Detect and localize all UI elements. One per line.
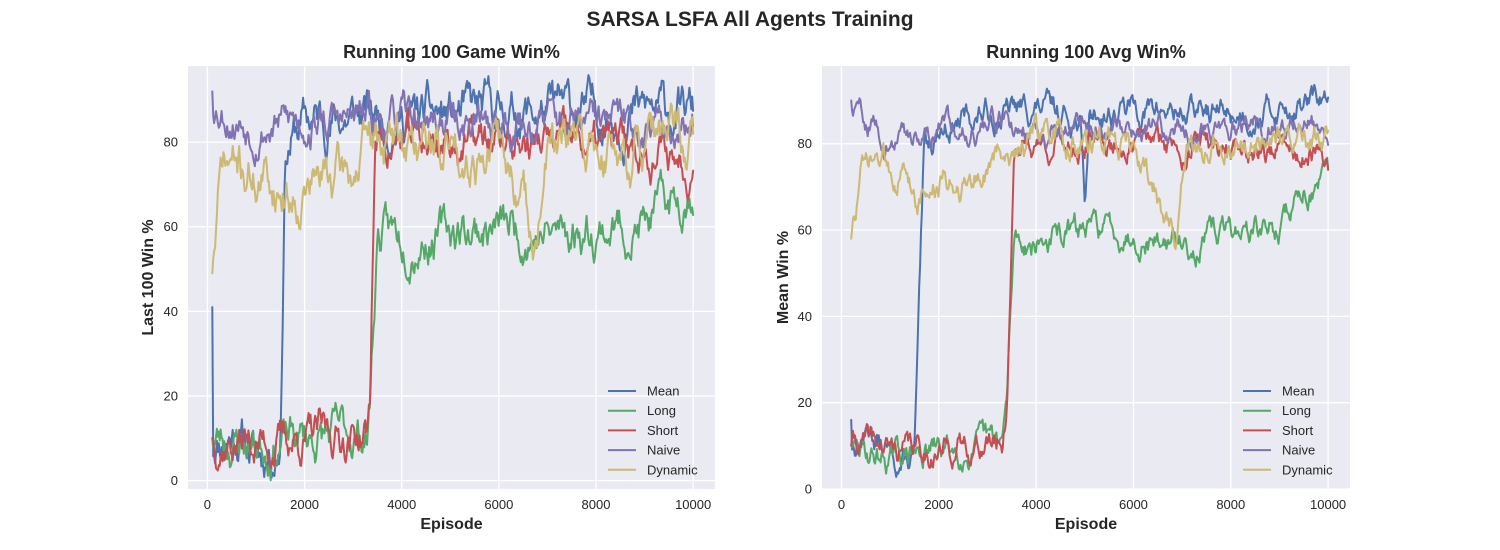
- right-x-tick-label: 6000: [1119, 497, 1148, 512]
- right-x-tick-label: 10000: [1310, 497, 1346, 512]
- left-x-ticks: 0 2000 4000 6000 8000 10000: [204, 497, 711, 512]
- left-legend-item: Naive: [608, 443, 680, 458]
- left-legend-label-naive: Naive: [647, 443, 680, 458]
- right-series-line-long: [850, 156, 1330, 475]
- right-legend-label-mean: Mean: [1282, 384, 1315, 399]
- right-legend-label-dynamic: Dynamic: [1282, 462, 1333, 477]
- figure-suptitle: SARSA LSFA All Agents Training: [586, 8, 913, 31]
- right-y-tick-label: 0: [805, 482, 812, 497]
- right-plot-panel: 0 2000 4000 6000 8000 10000 0 20 40 60 80 Mean Lon…: [775, 42, 1350, 533]
- right-x-tick-label: 4000: [1022, 497, 1051, 512]
- right-x-ticks: 0 2000 4000 6000 8000 10000: [838, 497, 1346, 512]
- left-legend-item: Long: [608, 403, 676, 418]
- left-chart-title: Running 100 Game Win%: [343, 42, 560, 62]
- left-legend-label-short: Short: [647, 423, 678, 438]
- right-x-axis-label: Episode: [1055, 516, 1117, 533]
- left-series-line-long: [211, 168, 695, 482]
- left-x-tick-label: 0: [204, 497, 211, 512]
- left-y-ticks: 0 20 40 60 80: [164, 135, 178, 488]
- left-y-axis-label: Last 100 Win %: [140, 219, 157, 335]
- right-legend-item: Mean: [1243, 384, 1315, 399]
- right-chart-title: Running 100 Avg Win%: [986, 42, 1186, 62]
- left-legend-item: Short: [608, 423, 678, 438]
- right-x-tick-label: 8000: [1216, 497, 1245, 512]
- right-legend-label-long: Long: [1282, 403, 1311, 418]
- left-y-tick-label: 40: [164, 304, 178, 319]
- left-legend-label-mean: Mean: [647, 384, 680, 399]
- right-legend-label-naive: Naive: [1282, 443, 1315, 458]
- right-legend-item: Long: [1243, 403, 1311, 418]
- left-series-group: [211, 74, 695, 482]
- left-series-line-short: [211, 104, 695, 472]
- right-y-axis-label: Mean Win %: [775, 231, 792, 324]
- right-legend: Mean Long Short Naive Dynamic: [1243, 384, 1333, 477]
- left-x-tick-label: 4000: [387, 497, 416, 512]
- left-x-axis-label: Episode: [420, 516, 482, 533]
- left-y-tick-label: 60: [164, 219, 178, 234]
- right-legend-label-short: Short: [1282, 423, 1313, 438]
- right-x-tick-label: 2000: [924, 497, 953, 512]
- left-x-tick-label: 2000: [290, 497, 319, 512]
- left-legend-label-dynamic: Dynamic: [647, 462, 698, 477]
- right-legend-item: Short: [1243, 423, 1313, 438]
- right-x-tick-label: 0: [838, 497, 845, 512]
- right-legend-item: Dynamic: [1243, 462, 1333, 477]
- left-y-tick-label: 20: [164, 388, 178, 403]
- right-series-group: [850, 83, 1330, 478]
- left-plot-panel: 0 2000 4000 6000 8000 10000 0 20 40 60 80 Mean Lon…: [140, 42, 715, 533]
- left-legend-item: Mean: [608, 384, 680, 399]
- right-y-tick-label: 80: [798, 136, 812, 151]
- left-x-tick-label: 8000: [582, 497, 611, 512]
- left-y-tick-label: 80: [164, 135, 178, 150]
- right-series-line-dynamic: [850, 112, 1330, 251]
- left-y-tick-label: 0: [171, 473, 178, 488]
- left-legend: Mean Long Short Naive Dynamic: [608, 384, 698, 477]
- right-y-ticks: 0 20 40 60 80: [798, 136, 812, 496]
- left-series-line-naive: [211, 89, 695, 168]
- left-legend-item: Dynamic: [608, 462, 698, 477]
- left-legend-label-long: Long: [647, 403, 676, 418]
- right-series-line-naive: [850, 97, 1330, 161]
- right-legend-item: Naive: [1243, 443, 1315, 458]
- right-y-tick-label: 20: [798, 395, 812, 410]
- left-series-line-dynamic: [211, 102, 695, 275]
- right-y-tick-label: 60: [798, 223, 812, 238]
- left-x-tick-label: 10000: [675, 497, 711, 512]
- right-y-tick-label: 40: [798, 309, 812, 324]
- left-x-tick-label: 6000: [484, 497, 513, 512]
